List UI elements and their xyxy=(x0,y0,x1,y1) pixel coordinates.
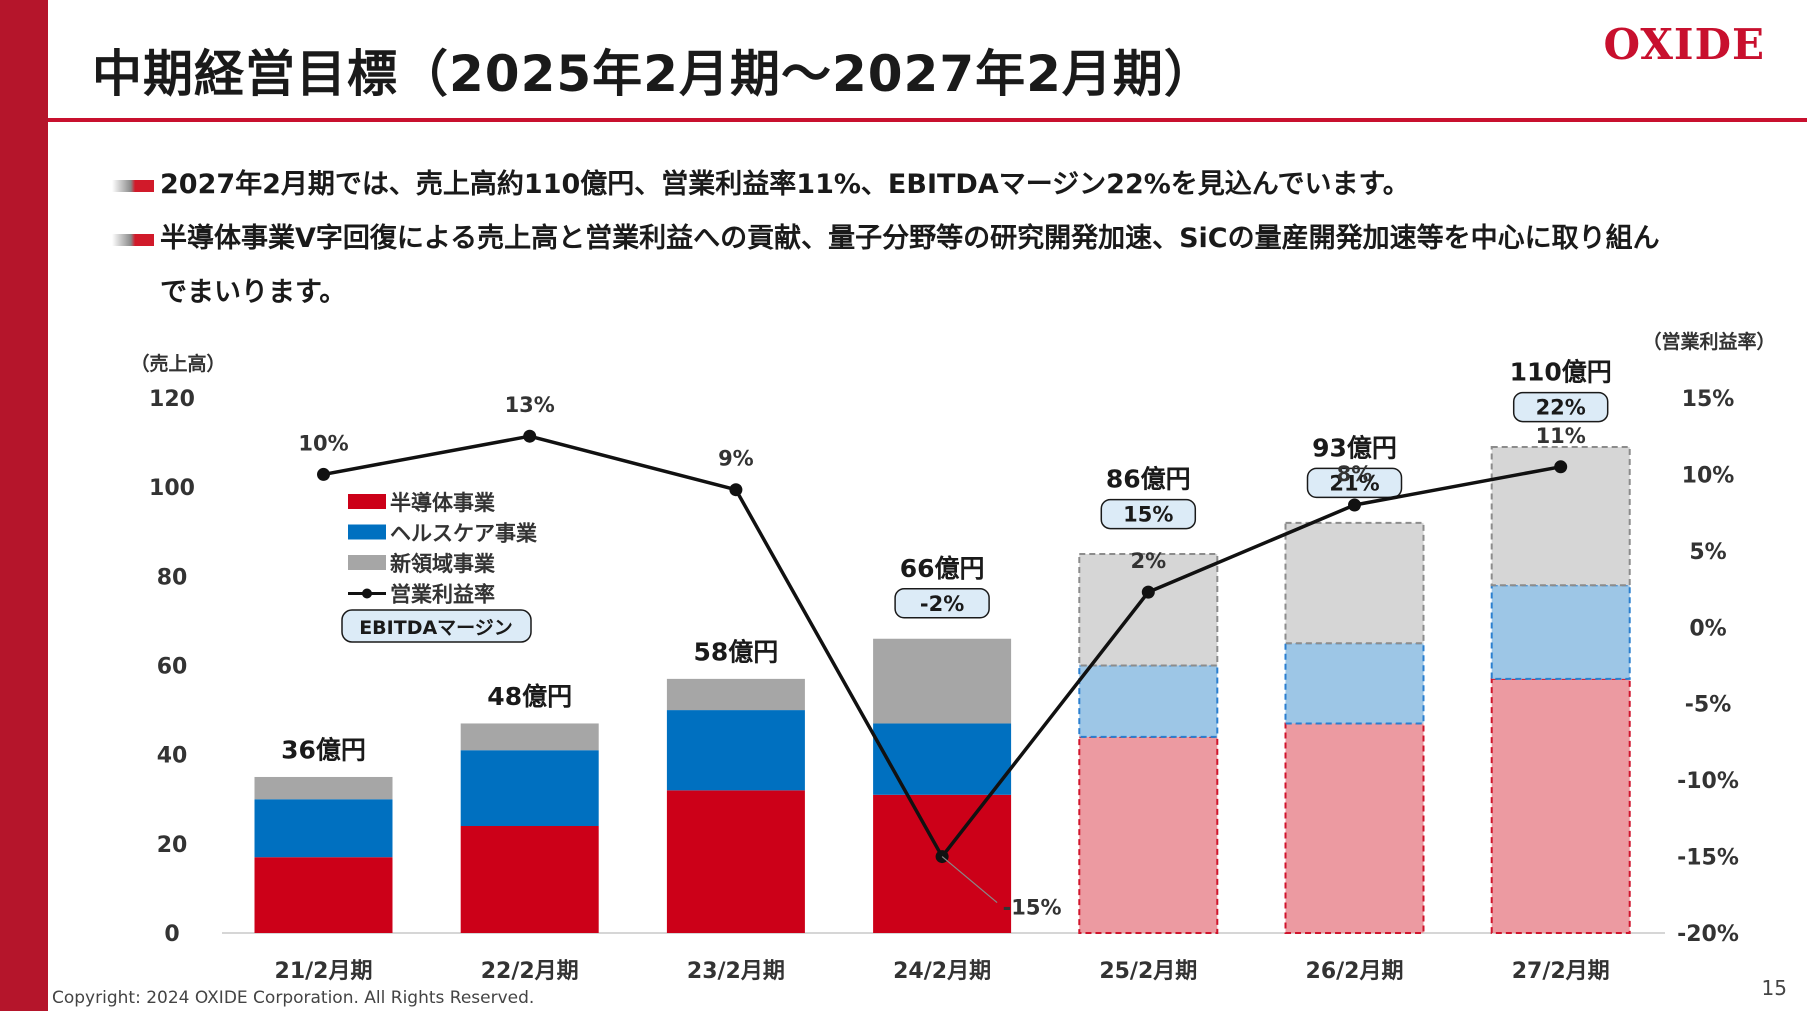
right-axis-label: （営業利益率） xyxy=(1642,330,1775,353)
bar-segment-semiconductor xyxy=(1284,722,1425,934)
bar-total-label: 36億円 xyxy=(281,736,366,765)
bar-segment-healthcare xyxy=(666,710,805,791)
y-tick-label: 60 xyxy=(157,655,188,680)
bullet-marker-icon xyxy=(112,234,154,246)
legend-label: ヘルスケア事業 xyxy=(390,522,538,546)
bar-segment-healthcare xyxy=(460,750,599,826)
legend-ebitda-label: EBITDAマージン xyxy=(359,617,513,639)
operating-margin-point xyxy=(523,429,537,443)
y2-tick-label: 10% xyxy=(1682,463,1735,488)
ebitda-margin-label: 15% xyxy=(1123,503,1173,527)
bullet-item: 半導体事業V字回復による売上高と営業利益への貢献、量子分野等の研究開発加速、Si… xyxy=(112,212,1672,320)
bar-segment-healthcare xyxy=(1284,642,1425,725)
bar-segment-healthcare xyxy=(254,799,393,858)
legend-label: 新領域事業 xyxy=(390,552,496,576)
y2-tick-label: -15% xyxy=(1677,846,1739,871)
bar-segment-new-business xyxy=(873,638,1012,724)
bullet-text: 半導体事業V字回復による売上高と営業利益への貢献、量子分野等の研究開発加速、Si… xyxy=(160,223,1660,308)
legend-label: 半導体事業 xyxy=(390,491,496,515)
bar-total-label: 58億円 xyxy=(694,637,779,666)
page-title: 中期経営目標（2025年2月期～2027年2月期） xyxy=(92,45,1215,103)
ebitda-margin-label: 22% xyxy=(1536,396,1586,420)
y2-tick-label: -20% xyxy=(1677,922,1739,947)
y2-tick-label: -10% xyxy=(1677,769,1739,794)
bullet-marker-icon xyxy=(112,180,154,192)
bar-total-label: 66億円 xyxy=(900,554,985,583)
bar-segment-healthcare xyxy=(1490,584,1631,680)
operating-margin-point xyxy=(729,483,743,497)
y2-tick-label: -5% xyxy=(1685,693,1731,718)
bar-segment-semiconductor xyxy=(1078,735,1219,934)
x-tick-label: 22/2月期 xyxy=(481,959,579,984)
y2-tick-label: 0% xyxy=(1689,616,1726,641)
y-tick-label: 80 xyxy=(157,565,188,590)
y-tick-label: 0 xyxy=(164,922,179,947)
bullet-item: 2027年2月期では、売上高約110億円、営業利益率11%、EBITDAマージン… xyxy=(112,158,1672,212)
bar-segment-new-business xyxy=(254,776,393,800)
bar-segment-healthcare xyxy=(873,723,1012,795)
bar-total-label: 93億円 xyxy=(1312,433,1397,462)
bullet-text: 2027年2月期では、売上高約110億円、営業利益率11%、EBITDAマージン… xyxy=(160,169,1410,200)
y2-tick-label: 15% xyxy=(1682,387,1735,412)
bullet-list: 2027年2月期では、売上高約110億円、営業利益率11%、EBITDAマージン… xyxy=(112,158,1672,320)
copyright-text: Copyright: 2024 OXIDE Corporation. All R… xyxy=(52,988,535,1008)
legend-marker xyxy=(362,588,372,599)
y-tick-label: 40 xyxy=(157,744,188,769)
bar-segment-healthcare xyxy=(1078,664,1219,738)
operating-margin-label: 2% xyxy=(1130,549,1166,573)
ebitda-margin-box xyxy=(1306,467,1403,499)
legend-swatch xyxy=(348,494,386,509)
operating-margin-label: 13% xyxy=(505,393,555,417)
bar-segment-new-business xyxy=(460,723,599,751)
x-tick-label: 27/2月期 xyxy=(1512,959,1610,984)
operating-margin-label: 9% xyxy=(718,447,754,471)
bar-segment-semiconductor xyxy=(460,826,599,933)
operating-margin-point xyxy=(1141,585,1155,599)
margin-leader-line xyxy=(941,856,998,904)
company-logo: OXIDE xyxy=(1603,20,1765,69)
ebitda-margin-label: 21% xyxy=(1329,471,1379,495)
ebitda-margin-box xyxy=(894,588,990,619)
legend-swatch xyxy=(348,555,386,570)
bar-total-label: 86億円 xyxy=(1106,465,1191,494)
operating-margin-label: 10% xyxy=(298,431,348,455)
ebitda-margin-box xyxy=(1100,498,1197,530)
operating-margin-point xyxy=(1554,460,1568,474)
bar-segment-semiconductor xyxy=(1490,677,1631,934)
y2-tick-label: 5% xyxy=(1689,540,1726,565)
bar-total-label: 48億円 xyxy=(487,682,572,711)
legend-swatch xyxy=(348,524,386,540)
ebitda-margin-box xyxy=(1512,391,1609,423)
bar-segment-new-business xyxy=(1284,521,1425,645)
x-tick-label: 21/2月期 xyxy=(275,959,373,984)
y-tick-label: 100 xyxy=(149,476,195,501)
x-tick-label: 26/2月期 xyxy=(1306,959,1404,984)
bar-segment-semiconductor xyxy=(666,790,805,933)
bar-segment-semiconductor xyxy=(254,857,393,933)
bar-total-label: 110億円 xyxy=(1510,358,1612,387)
x-tick-label: 25/2月期 xyxy=(1099,959,1197,984)
operating-margin-point xyxy=(317,467,330,481)
y-tick-label: 120 xyxy=(149,387,195,412)
bar-segment-semiconductor xyxy=(873,794,1012,933)
ebitda-margin-label: -2% xyxy=(920,592,964,616)
x-tick-label: 23/2月期 xyxy=(687,959,785,984)
left-axis-label: （売上高） xyxy=(130,352,225,375)
title-divider xyxy=(48,118,1807,122)
bar-segment-new-business xyxy=(1078,553,1219,667)
operating-margin-label: 11% xyxy=(1536,424,1586,448)
x-tick-label: 24/2月期 xyxy=(893,959,991,984)
y-tick-label: 20 xyxy=(157,833,188,858)
operating-margin-label: -15% xyxy=(1003,896,1062,920)
page-number: 15 xyxy=(1761,976,1787,1000)
legend-ebitda-box xyxy=(341,609,532,643)
legend-label: 営業利益率 xyxy=(390,583,495,607)
left-accent-bar xyxy=(0,0,48,1011)
operating-margin-point xyxy=(1348,498,1361,512)
bar-segment-new-business xyxy=(666,678,805,711)
operating-margin-label: 8% xyxy=(1337,462,1373,486)
